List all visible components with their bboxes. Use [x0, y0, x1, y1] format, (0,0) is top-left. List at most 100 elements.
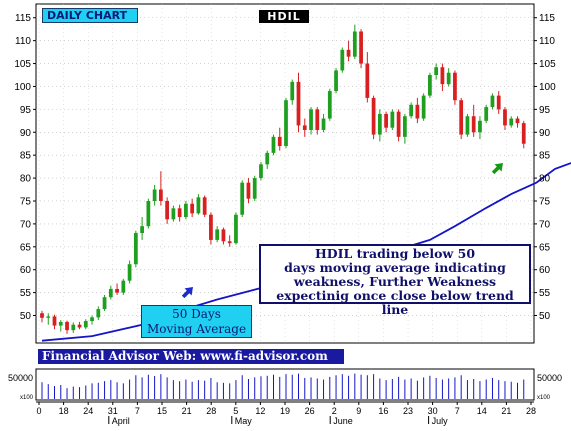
candle-down [521, 123, 526, 144]
y-tick-label: 110 [15, 36, 31, 47]
month-label: June [333, 416, 353, 426]
candle-down [302, 125, 307, 130]
candle-up [240, 182, 245, 215]
y-tick-label: 55 [539, 288, 551, 299]
ma-pointer-arrow-shape [181, 287, 193, 299]
x-tick-label: 12 [255, 406, 265, 416]
y-tick-label: 85 [20, 151, 32, 162]
candle-down [165, 200, 170, 220]
candle-down [359, 31, 363, 64]
candle-up [102, 297, 107, 310]
annotation-line: days moving average indicating [284, 260, 506, 275]
x-tick-label: 31 [108, 406, 118, 416]
y-tick-label: 105 [539, 59, 556, 70]
candle-up [58, 321, 63, 326]
daily-chart-label: DAILY CHART [42, 8, 138, 23]
candle-up [465, 116, 470, 135]
analysis-annotation: HDIL trading below 50 days moving averag… [259, 244, 531, 317]
candle-up [478, 120, 482, 133]
x-tick-label: 19 [280, 406, 290, 416]
y-tick-label: 55 [20, 288, 32, 299]
candle-down [52, 316, 57, 326]
candle-up [434, 67, 439, 76]
candle-down [209, 214, 213, 240]
candle-up [265, 152, 270, 165]
candle-up [152, 189, 157, 201]
candle-down [227, 241, 232, 244]
y-tick-label: 75 [539, 196, 551, 207]
volume-scale-label: x100 [537, 395, 551, 401]
candle-up [259, 164, 263, 179]
candle-up [309, 109, 313, 130]
x-tick-label: 30 [428, 406, 438, 416]
trendline-pointer-arrow-shape [491, 163, 503, 175]
y-tick-label: 65 [539, 242, 551, 253]
candle-up [196, 197, 201, 214]
x-tick-label: 21 [182, 406, 192, 416]
advisor-banner: Financial Advisor Web: www.fi-advisor.co… [38, 349, 344, 364]
candle-down [190, 203, 195, 214]
candle-up [421, 95, 426, 119]
candle-up [215, 229, 220, 240]
candle-down [384, 113, 388, 128]
candle-up [290, 81, 295, 101]
y-tick-label: 65 [20, 242, 32, 253]
y-tick-label: 95 [539, 105, 551, 116]
x-tick-label: 5 [233, 406, 238, 416]
candle-down [503, 109, 507, 126]
y-tick-label: 50 [539, 311, 551, 322]
candle-down [371, 97, 376, 135]
candle-up [490, 95, 495, 108]
candle-down [396, 111, 401, 137]
candle-down [471, 116, 476, 133]
candle-up [509, 118, 514, 126]
candle-down [296, 81, 301, 126]
trendline-pointer-arrow [491, 163, 503, 175]
x-tick-label: 16 [378, 406, 388, 416]
x-tick-label: 7 [455, 406, 460, 416]
candle-up [96, 309, 101, 318]
candle-up [377, 113, 382, 135]
month-label: April [112, 416, 130, 426]
candle-up [484, 107, 489, 121]
candle-down [496, 95, 501, 110]
y-tick-label: 60 [539, 265, 551, 276]
volume-panel-frame [35, 368, 535, 401]
candle-up [321, 118, 326, 130]
annotation-line: expectinig once close below trend line [276, 288, 514, 317]
ma-pointer-arrow [181, 287, 193, 299]
candle-up [402, 116, 407, 137]
candle-down [453, 72, 457, 101]
y-tick-label: 90 [539, 128, 551, 139]
candle-up [390, 111, 395, 128]
candle-up [271, 136, 276, 153]
month-label: May [235, 416, 253, 426]
candle-down [40, 313, 44, 318]
y-tick-label: 115 [539, 13, 555, 24]
candle-down [459, 100, 464, 135]
x-tick-label: 18 [59, 406, 69, 416]
candle-down [315, 109, 320, 130]
x-tick-label: 15 [157, 406, 167, 416]
x-tick-label: 28 [206, 406, 216, 416]
annotation-line: weakness, Further Weakness [293, 274, 497, 289]
candle-down [440, 67, 445, 85]
candle-up [284, 100, 288, 147]
candle-up [127, 264, 132, 281]
x-tick-label: 9 [356, 406, 361, 416]
candle-up [133, 233, 138, 265]
y-tick-label: 95 [20, 105, 32, 116]
candle-down [221, 229, 226, 242]
month-label: July [432, 416, 449, 426]
candle-up [71, 324, 76, 331]
x-tick-label: 26 [305, 406, 315, 416]
ticker-label: HDIL [259, 10, 309, 23]
x-tick-label: 28 [526, 406, 536, 416]
candle-down [77, 324, 82, 328]
y-tick-label: 100 [539, 82, 556, 93]
volume-scale-label: x100 [20, 395, 34, 401]
candle-up [108, 288, 113, 298]
candle-up [90, 317, 94, 322]
candle-up [334, 70, 338, 92]
y-tick-label: 80 [539, 174, 551, 185]
